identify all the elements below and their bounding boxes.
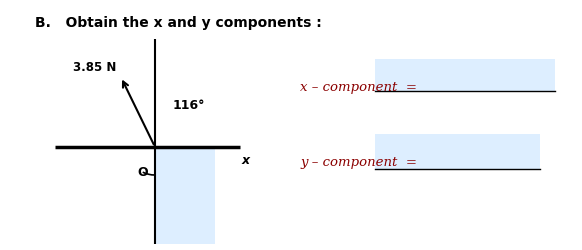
Bar: [155, 148, 215, 244]
Bar: [375, 134, 540, 169]
Text: B.   Obtain the x and y components :: B. Obtain the x and y components :: [35, 16, 322, 30]
Bar: [375, 60, 555, 92]
Text: x: x: [242, 154, 250, 166]
Text: x – component  =: x – component =: [300, 81, 417, 94]
Text: y – component  =: y – component =: [300, 156, 417, 169]
Text: 116°: 116°: [173, 99, 205, 112]
Text: O: O: [138, 165, 148, 178]
Text: 3.85 N: 3.85 N: [73, 61, 117, 74]
